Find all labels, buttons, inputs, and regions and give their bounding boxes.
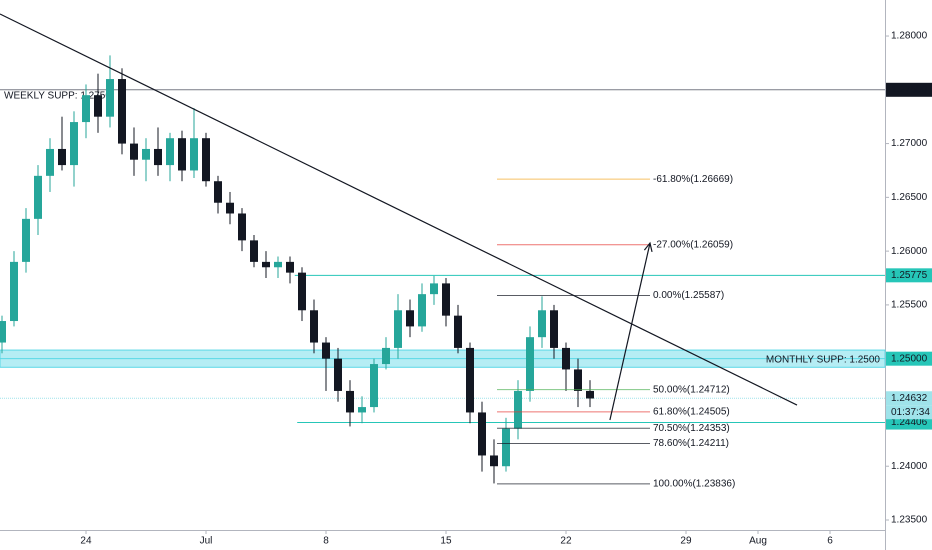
price-tag-label: 1.27500 [891,84,928,95]
price-tag-label: 1.25000 [891,353,928,364]
candle-body [201,138,210,182]
x-tick-label: 15 [440,536,452,547]
candle-body [261,261,270,268]
candle-body [477,412,486,456]
y-tick-label: 1.27000 [891,138,928,149]
candle-body [189,138,198,171]
x-tick-label: 6 [827,536,833,547]
candle-body [513,390,522,429]
candle-body [117,79,126,144]
candle-body [273,261,282,268]
price-tag [886,82,932,97]
candle-body [369,364,378,408]
fib-label: 100.00%(1.23836) [653,479,735,490]
fib-label: 0.00%(1.25587) [653,290,724,301]
price-tag-label: 1.24406 [891,417,928,428]
support-zone-label: MONTHLY SUPP: 1.2500 [766,354,881,365]
candle-body [0,321,6,343]
candle-body [549,310,558,348]
countdown-label: 01:37:34 [891,407,930,418]
fib-label: 70.50%(1.24353) [653,423,730,434]
trendline [0,13,798,406]
arrow [609,242,651,421]
x-tick-label: 8 [323,536,329,547]
y-tick-label: 1.25500 [891,300,928,311]
candle-body [225,202,234,214]
candle-body [285,261,294,273]
candle-body [141,148,150,160]
price-tag [886,351,932,366]
fib-label: 50.00%(1.24712) [653,384,730,395]
y-tick-label: 1.26500 [891,192,928,203]
price-tag [886,391,932,406]
candle-body [405,310,414,327]
candle-body [585,390,594,399]
candle-body [237,213,246,241]
candle-body [309,310,318,343]
candle-body [33,175,42,219]
candle-body [9,261,18,322]
price-tag-label: 1.25775 [891,270,928,281]
candle-body [561,347,570,370]
candle-body [297,272,306,311]
candle-body [153,148,162,166]
candle-body [525,337,534,391]
candle-body [213,181,222,203]
candle-body [501,428,510,467]
x-tick-label: Aug [749,536,767,547]
candle-body [93,95,102,117]
y-tick-label: 1.28000 [891,31,928,42]
countdown-tag [886,405,932,420]
candle-body [249,240,258,262]
candle-body [465,347,474,413]
fib-label: 78.60%(1.24211) [653,438,729,449]
candle-body [81,95,90,123]
candle-body [357,407,366,413]
candle-body [489,455,498,467]
candle-body [441,283,450,316]
y-tick-label: 1.26000 [891,246,928,257]
candle-body [345,390,354,413]
fib-label: -61.80%(1.26669) [653,174,733,185]
x-tick-label: 24 [80,536,92,547]
candle-body [69,122,78,166]
level-label: WEEKLY SUPP: 1.2750 [4,90,111,101]
x-tick-label: Jul [200,536,213,547]
candle-body [429,283,438,295]
candle-body [321,342,330,359]
y-tick-label: 1.24000 [891,461,928,472]
candle-body [57,148,66,166]
price-tag [886,268,932,283]
candle-body [573,369,582,391]
fib-label: -27.00%(1.26059) [653,239,733,250]
candle-body [165,138,174,166]
x-tick-label: 29 [680,536,692,547]
candle-body [21,218,30,262]
candle-body [45,148,54,176]
candle-body [177,138,186,171]
candle-body [381,347,390,365]
candle-body [453,315,462,348]
x-tick-label: 22 [560,536,572,547]
candle-body [393,310,402,348]
arrow-head [643,241,653,252]
candle-body [417,294,426,327]
candle-body [537,310,546,338]
candle-body [105,79,114,117]
candle-body [333,358,342,391]
fib-label: 61.80%(1.24505) [653,407,730,418]
price-tag-label: 1.24632 [891,393,928,404]
candle-body [129,143,138,160]
y-tick-label: 1.23500 [891,515,928,526]
